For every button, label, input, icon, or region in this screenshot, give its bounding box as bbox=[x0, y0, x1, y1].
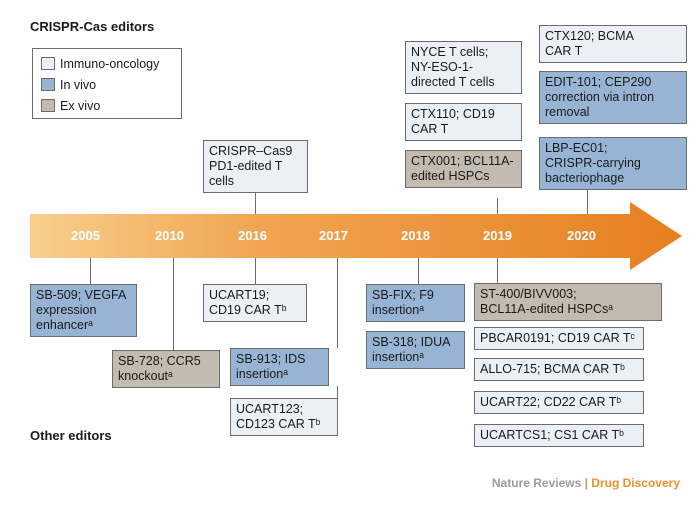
item-sb-fix: SB-FIX; F9 insertionᵃ bbox=[366, 284, 465, 322]
connector-line bbox=[418, 258, 419, 284]
year-label: 2016 bbox=[238, 228, 267, 243]
item-crispr-pd1-t-cells: CRISPR–Cas9 PD1-edited T cells bbox=[203, 140, 308, 193]
item-nyce-t-cells: NYCE T cells; NY-ESO-1- directed T cells bbox=[405, 41, 522, 94]
connector-line bbox=[587, 189, 588, 214]
credit-separator: | bbox=[581, 476, 592, 490]
connector-line bbox=[497, 258, 498, 284]
source-credit: Nature Reviews | Drug Discovery bbox=[492, 476, 680, 490]
item-sb-509: SB-509; VEGFA expression enhancerᵃ bbox=[30, 284, 137, 337]
year-label: 2017 bbox=[319, 228, 348, 243]
credit-section: Drug Discovery bbox=[591, 476, 680, 490]
credit-journal: Nature Reviews bbox=[491, 476, 582, 490]
year-label: 2020 bbox=[567, 228, 596, 243]
item-ctx001: CTX001; BCL11A- edited HSPCs bbox=[405, 150, 522, 188]
item-ucart22: UCART22; CD22 CAR Tᵇ bbox=[474, 391, 644, 414]
item-ctx120: CTX120; BCMA CAR T bbox=[539, 25, 687, 63]
year-label: 2018 bbox=[401, 228, 430, 243]
item-sb-318: SB-318; IDUA insertionᵃ bbox=[366, 331, 465, 369]
item-edit-101-text: EDIT-101; CEP290 correction via intron r… bbox=[545, 75, 655, 119]
connector-line bbox=[255, 258, 256, 284]
item-ucart123: UCART123; CD123 CAR Tᵇ bbox=[230, 398, 338, 436]
item-ucart19: UCART19; CD19 CAR Tᵇ bbox=[203, 284, 307, 322]
legend-label: Immuno-oncology bbox=[60, 57, 160, 71]
legend-swatch-immuno-oncology bbox=[41, 57, 55, 70]
connector-line bbox=[337, 258, 338, 348]
item-ucartcs1: UCARTCS1; CS1 CAR Tᵇ bbox=[474, 424, 644, 447]
item-sb-913: SB-913; IDS insertionᵃ bbox=[230, 348, 329, 386]
connector-line bbox=[173, 258, 174, 350]
crispr-editors-heading: CRISPR-Cas editors bbox=[30, 19, 155, 34]
item-allo-715: ALLO-715; BCMA CAR Tᵇ bbox=[474, 358, 644, 381]
year-label: 2010 bbox=[155, 228, 184, 243]
year-label: 2019 bbox=[483, 228, 512, 243]
connector-line bbox=[497, 198, 498, 214]
item-lbp-ec01: LBP-EC01; CRISPR-carrying bacteriophage bbox=[539, 137, 687, 190]
connector-line bbox=[337, 386, 338, 398]
item-edit-101: EDIT-101; CEP290 correction via intron r… bbox=[539, 71, 687, 124]
item-sb-728: SB-728; CCR5 knockoutᵃ bbox=[112, 350, 220, 388]
legend-swatch-ex-vivo bbox=[41, 99, 55, 112]
connector-line bbox=[255, 188, 256, 214]
legend-swatch-in-vivo bbox=[41, 78, 55, 91]
item-ctx110: CTX110; CD19 CAR T bbox=[405, 103, 522, 141]
year-label: 2005 bbox=[71, 228, 100, 243]
legend-label: Ex vivo bbox=[60, 99, 101, 113]
connector-line bbox=[90, 258, 91, 284]
legend-item-in-vivo: In vivo bbox=[41, 78, 96, 92]
item-pbcar0191: PBCAR0191; CD19 CAR Tᶜ bbox=[474, 327, 644, 350]
legend: Immuno-oncology In vivo Ex vivo bbox=[32, 48, 182, 119]
item-st-400: ST-400/BIVV003; BCL11A-edited HSPCsᵃ bbox=[474, 283, 662, 321]
other-editors-heading: Other editors bbox=[30, 428, 112, 443]
legend-item-immuno-oncology: Immuno-oncology bbox=[41, 57, 159, 71]
legend-label: In vivo bbox=[60, 78, 97, 92]
legend-item-ex-vivo: Ex vivo bbox=[41, 99, 100, 113]
